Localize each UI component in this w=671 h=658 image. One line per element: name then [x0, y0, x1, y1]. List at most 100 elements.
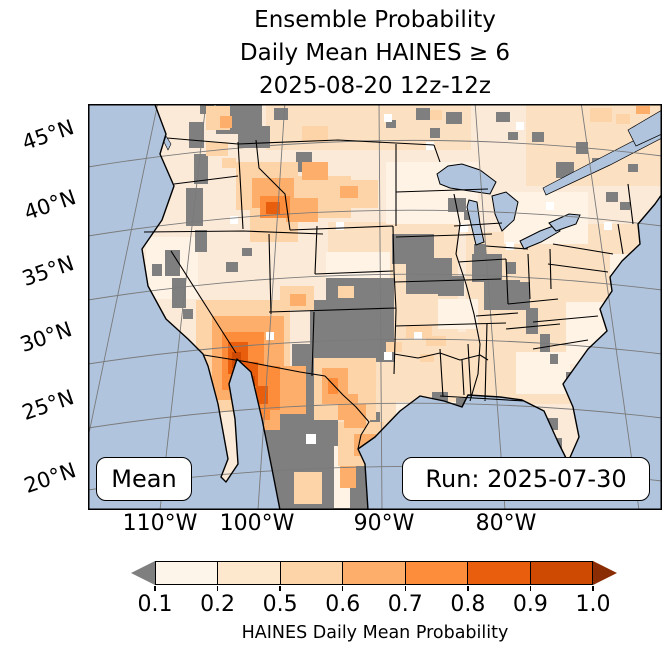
- colorbar-tick-label: 0.7: [387, 592, 423, 617]
- lat-tick-20n: 20°N: [21, 458, 79, 498]
- raster-cell: [604, 222, 612, 230]
- colorbar-tick: [467, 586, 469, 591]
- raster-cell: [266, 332, 274, 340]
- raster-cell: [516, 122, 524, 130]
- raster-cell: [220, 116, 232, 128]
- raster-cell: [432, 392, 448, 402]
- colorbar-under-arrow-icon: [131, 561, 155, 585]
- lat-tick-35n: 35°N: [19, 251, 77, 291]
- raster-cell: [438, 276, 464, 296]
- raster-cell: [506, 242, 514, 250]
- colorbar-tick: [404, 586, 407, 591]
- colorbar-tick: [592, 586, 594, 591]
- colorbar-tick: [529, 586, 532, 591]
- colorbar-segment: [217, 562, 280, 584]
- raster-cell: [222, 158, 236, 168]
- colorbar-tick: [154, 586, 156, 591]
- raster-cell: [344, 404, 366, 428]
- plot-frame: [88, 104, 662, 510]
- colorbar-tick: [216, 586, 219, 591]
- colorbar-tick: [341, 586, 344, 591]
- map-plot: [88, 104, 662, 510]
- lat-tick-25n: 25°N: [19, 385, 77, 425]
- raster-cell: [414, 332, 422, 340]
- raster-cell: [230, 216, 238, 224]
- lon-tick-80w: 80°W: [475, 511, 537, 536]
- raster-cell: [420, 354, 434, 362]
- colorbar-segment: [404, 562, 468, 584]
- colorbar-over-arrow-icon: [593, 561, 617, 585]
- title-line-1: Ensemble Probability: [254, 7, 496, 33]
- raster-cell: [340, 186, 358, 198]
- title-line-2: Daily Mean HAINES ≥ 6: [239, 40, 511, 66]
- raster-cell: [386, 342, 402, 352]
- raster-cell: [460, 224, 468, 232]
- raster-cell: [448, 198, 466, 212]
- colorbar-tick-label: 0.8: [450, 592, 486, 617]
- raster-cell: [328, 378, 338, 394]
- colorbar-segment: [279, 562, 343, 584]
- raster-cell: [274, 108, 288, 120]
- raster-cell: [620, 202, 630, 210]
- raster-cell: [189, 122, 204, 148]
- raster-cell: [446, 112, 462, 124]
- raster-cell: [384, 352, 392, 360]
- lon-tick-110w: 110°W: [122, 511, 198, 536]
- raster-cell: [506, 262, 516, 274]
- mean-badge: Mean: [96, 457, 192, 501]
- lat-tick-40n: 40°N: [21, 185, 79, 225]
- lon-tick-100w: 100°W: [219, 511, 295, 536]
- raster-cell: [526, 308, 538, 334]
- raster-cell: [165, 250, 180, 276]
- raster-cell: [152, 264, 162, 276]
- raster-cell: [172, 278, 186, 308]
- raster-cell: [242, 248, 252, 256]
- run-date-label: Run: 2025-07-30: [425, 465, 627, 493]
- colorbar-segment: [342, 562, 405, 584]
- colorbar-segment: [467, 562, 530, 584]
- raster-cell: [516, 282, 530, 310]
- raster-cell: [384, 114, 392, 122]
- state-borders: [143, 137, 634, 450]
- raster-cell: [206, 142, 228, 156]
- title-block: Ensemble Probability Daily Mean HAINES ≥…: [88, 4, 662, 103]
- colorbar: [155, 561, 593, 585]
- raster-cell: [340, 466, 356, 488]
- raster-cell: [606, 192, 618, 202]
- run-date-badge: Run: 2025-07-30: [402, 457, 650, 501]
- lat-tick-30n: 30°N: [17, 317, 75, 357]
- raster-cell: [370, 412, 380, 430]
- raster-cell: [238, 126, 270, 148]
- colorbar-segment: [156, 562, 218, 584]
- raster-cell: [226, 262, 238, 272]
- title-line-3: 2025-08-20 12z-12z: [259, 73, 491, 99]
- colorbar-tick-label: 0.5: [262, 592, 298, 617]
- graticule: [88, 104, 662, 510]
- raster-cell: [286, 198, 318, 222]
- raster-cell: [336, 222, 344, 230]
- map-svg: [88, 104, 662, 510]
- raster-cell: [546, 202, 554, 210]
- raster-cell: [426, 142, 434, 150]
- raster-cell: [616, 114, 630, 124]
- raster-cell: [294, 472, 322, 504]
- raster-cell: [386, 120, 396, 128]
- colorbar-segment: [529, 562, 592, 584]
- raster-cell: [338, 286, 354, 298]
- raster-cell: [474, 244, 486, 254]
- raster-cell: [306, 434, 316, 444]
- colorbar-caption: HAINES Daily Mean Probability: [241, 623, 509, 643]
- colorbar-tick: [279, 586, 281, 591]
- raster-cell: [430, 128, 440, 138]
- colorbar-tick-label: 0.2: [200, 592, 236, 617]
- raster-cell: [516, 352, 570, 394]
- raster-cell: [496, 112, 510, 122]
- colorbar-tick-label: 0.6: [325, 592, 361, 617]
- raster-cell: [532, 132, 544, 142]
- raster-cell: [590, 108, 612, 122]
- raster-cell: [416, 108, 430, 120]
- raster-cell: [195, 230, 207, 252]
- raster-cell: [426, 336, 446, 346]
- lat-tick-45n: 45°N: [19, 115, 77, 155]
